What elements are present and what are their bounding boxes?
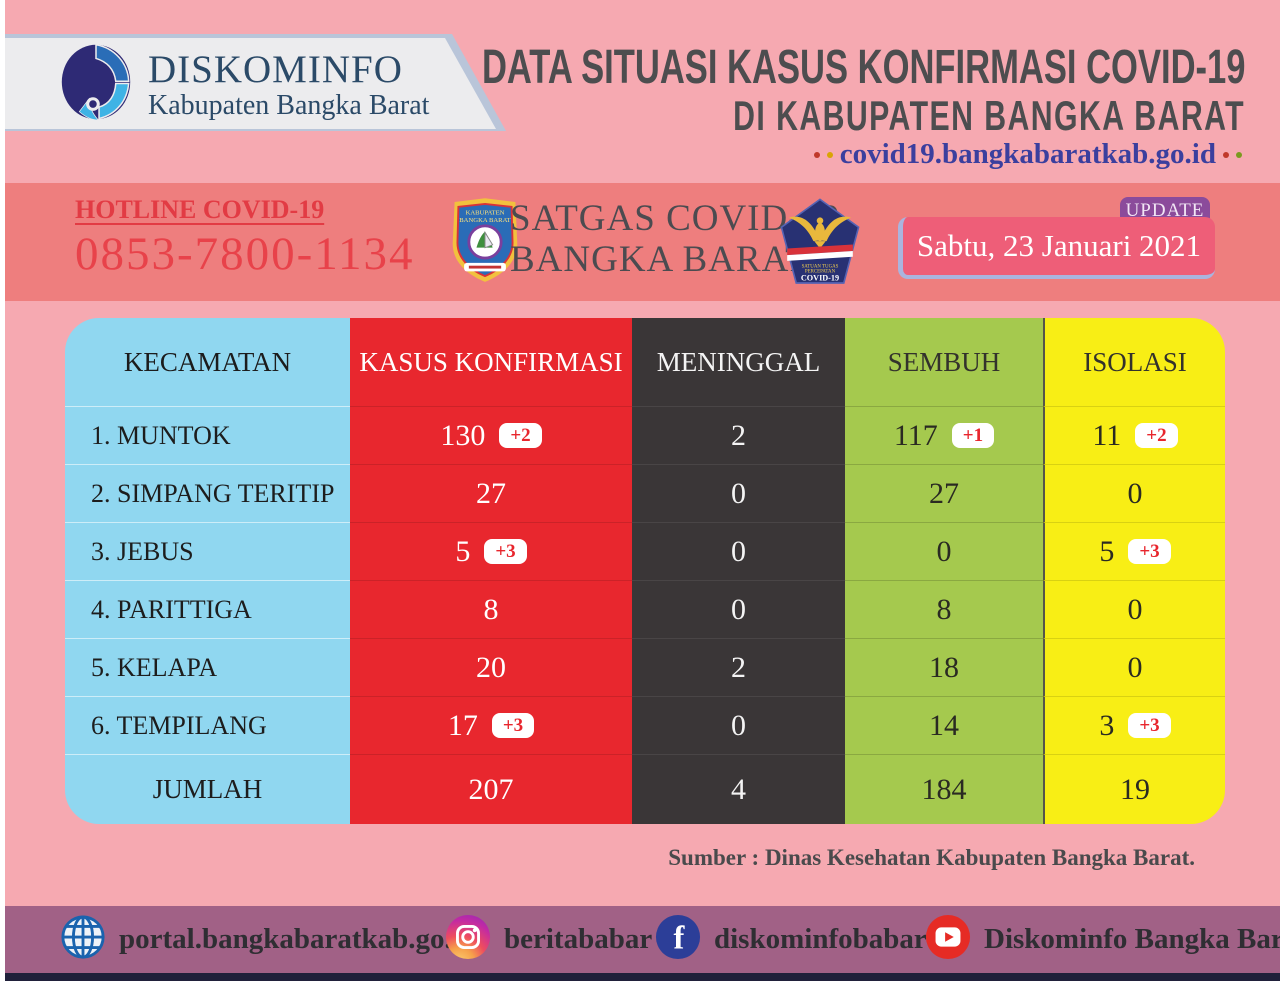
footer-link-label: Diskominfo Bangka Barat	[984, 923, 1280, 955]
row-jebus-sembuh: 0	[845, 522, 1043, 580]
value: 17	[447, 708, 478, 742]
badge-text-2: PERCEPATAN	[805, 269, 836, 274]
row-muntok-kasus: 130 +2	[350, 406, 632, 464]
row-jumlah-isolasi: 19	[1043, 754, 1225, 824]
row-tempilang-name: 6. TEMPILANG	[65, 696, 350, 754]
bottom-edge-strip	[0, 973, 1280, 981]
update-date-badge: Sabtu, 23 Januari 2021	[898, 217, 1215, 279]
row-jumlah-meninggal: 4	[632, 754, 845, 824]
col-header-meninggal: MENINGGAL	[632, 318, 845, 406]
covid-data-table: KECAMATAN KASUS KONFIRMASI MENINGGAL SEM…	[65, 318, 1225, 824]
facebook-icon: f	[655, 914, 701, 965]
satgas-line2: BANGKA BARAT	[510, 238, 809, 280]
row-kelapa-isolasi: 0	[1043, 638, 1225, 696]
org-name: DISKOMINFO	[148, 47, 403, 91]
data-source-note: Sumber : Dinas Kesehatan Kabupaten Bangk…	[668, 845, 1195, 870]
delta-badge: +2	[499, 423, 542, 448]
dot-decoration	[1223, 151, 1229, 158]
kominfo-logo-icon	[58, 42, 134, 127]
bangka-barat-crest-icon: KABUPATEN BANGKA BARAT	[447, 196, 523, 291]
row-parittiga-kasus: 8	[350, 580, 632, 638]
left-edge-strip	[0, 0, 5, 981]
footer-link-label: portal.bangkabaratkab.go.id	[119, 923, 476, 955]
row-tempilang-sembuh: 14	[845, 696, 1043, 754]
col-header-kecamatan: KECAMATAN	[65, 318, 350, 406]
footer-link-label: beritababar	[504, 923, 653, 955]
row-tempilang-meninggal: 0	[632, 696, 845, 754]
row-parittiga-isolasi: 0	[1043, 580, 1225, 638]
row-parittiga-sembuh: 8	[845, 580, 1043, 638]
delta-badge: +3	[1128, 539, 1171, 564]
delta-badge: +3	[1128, 713, 1171, 738]
satgas-title: SATGAS COVID-19 BANGKA BARAT	[510, 198, 841, 280]
col-header-isolasi: ISOLASI	[1043, 318, 1225, 406]
row-muntok-sembuh: 117 +1	[845, 406, 1043, 464]
row-kelapa-kasus: 20	[350, 638, 632, 696]
row-kelapa-name: 5. KELAPA	[65, 638, 350, 696]
youtube-icon	[925, 914, 971, 965]
value: 3	[1099, 708, 1115, 742]
row-simpang-teritip-sembuh: 27	[845, 464, 1043, 522]
row-jebus-kasus: 5 +3	[350, 522, 632, 580]
delta-badge: +1	[951, 423, 995, 448]
globe-icon	[60, 914, 106, 965]
row-simpang-teritip-kasus: 27	[350, 464, 632, 522]
website-url[interactable]: covid19.bangkabaratkab.go.id	[839, 138, 1216, 170]
hotline-number[interactable]: 0853-7800-1134	[75, 228, 415, 280]
crest-text-2: BANGKA BARAT	[459, 217, 510, 224]
footer-link-facebook[interactable]: f diskominfobabar	[655, 906, 927, 973]
row-jumlah-kasus: 207	[350, 754, 632, 824]
row-simpang-teritip-isolasi: 0	[1043, 464, 1225, 522]
page-title-line2: DI KABUPATEN BANGKA BARAT	[733, 92, 1245, 139]
row-muntok-meninggal: 2	[632, 406, 845, 464]
instagram-icon	[445, 914, 491, 965]
row-kelapa-meninggal: 2	[632, 638, 845, 696]
website-line: covid19.bangkabaratkab.go.id	[813, 138, 1242, 171]
row-jumlah-sembuh: 184	[845, 754, 1043, 824]
header-band: HOTLINE COVID-19 0853-7800-1134 KABUPATE…	[0, 183, 1280, 301]
badge-text-1: SATUAN TUGAS	[802, 264, 839, 269]
row-jebus-name: 3. JEBUS	[65, 522, 350, 580]
satgas-covid-badge-icon: SATUAN TUGAS PERCEPATAN COVID-19	[779, 197, 861, 292]
col-header-kasus: KASUS KONFIRMASI	[350, 318, 632, 406]
row-parittiga-name: 4. PARITTIGA	[65, 580, 350, 638]
value: 5	[1099, 534, 1115, 568]
footer-link-label: diskominfobabar	[714, 923, 927, 955]
value: 11	[1092, 418, 1122, 452]
footer-link-instagram[interactable]: beritababar	[445, 906, 652, 973]
diskominfo-banner: DISKOMINFO Kabupaten Bangka Barat	[0, 38, 496, 129]
row-simpang-teritip-meninggal: 0	[632, 464, 845, 522]
value: 5	[455, 534, 471, 568]
row-muntok-name: 1. MUNTOK	[65, 406, 350, 464]
crest-text-1: KABUPATEN	[466, 209, 505, 216]
row-tempilang-kasus: 17 +3	[350, 696, 632, 754]
dot-decoration	[813, 151, 820, 158]
hotline-block: HOTLINE COVID-19 0853-7800-1134	[75, 197, 415, 278]
delta-badge: +3	[491, 713, 535, 738]
delta-badge: +3	[484, 539, 527, 564]
svg-text:f: f	[674, 921, 686, 957]
badge-text-3: COVID-19	[801, 274, 839, 283]
org-subtitle: Kabupaten Bangka Barat	[148, 89, 430, 121]
hotline-label: HOTLINE COVID-19	[75, 195, 325, 224]
row-jebus-isolasi: 5 +3	[1043, 522, 1225, 580]
row-parittiga-meninggal: 0	[632, 580, 845, 638]
delta-badge: +2	[1135, 423, 1178, 448]
dot-decoration	[826, 151, 833, 158]
row-kelapa-sembuh: 18	[845, 638, 1043, 696]
page-title-line1: DATA SITUASI KASUS KONFIRMASI COVID-19	[481, 41, 1245, 94]
value: 130	[440, 418, 486, 452]
row-jumlah-label: JUMLAH	[65, 754, 350, 824]
dot-decoration	[1236, 151, 1242, 158]
row-tempilang-isolasi: 3 +3	[1043, 696, 1225, 754]
row-jebus-meninggal: 0	[632, 522, 845, 580]
row-simpang-teritip-name: 2. SIMPANG TERITIP	[65, 464, 350, 522]
footer-band: portal.bangkabaratkab.go.id	[0, 906, 1280, 973]
footer-link-portal[interactable]: portal.bangkabaratkab.go.id	[60, 906, 476, 973]
col-header-sembuh: SEMBUH	[845, 318, 1043, 406]
value: 117	[893, 418, 938, 452]
footer-link-youtube[interactable]: Diskominfo Bangka Barat	[925, 906, 1280, 973]
row-muntok-isolasi: 11 +2	[1043, 406, 1225, 464]
